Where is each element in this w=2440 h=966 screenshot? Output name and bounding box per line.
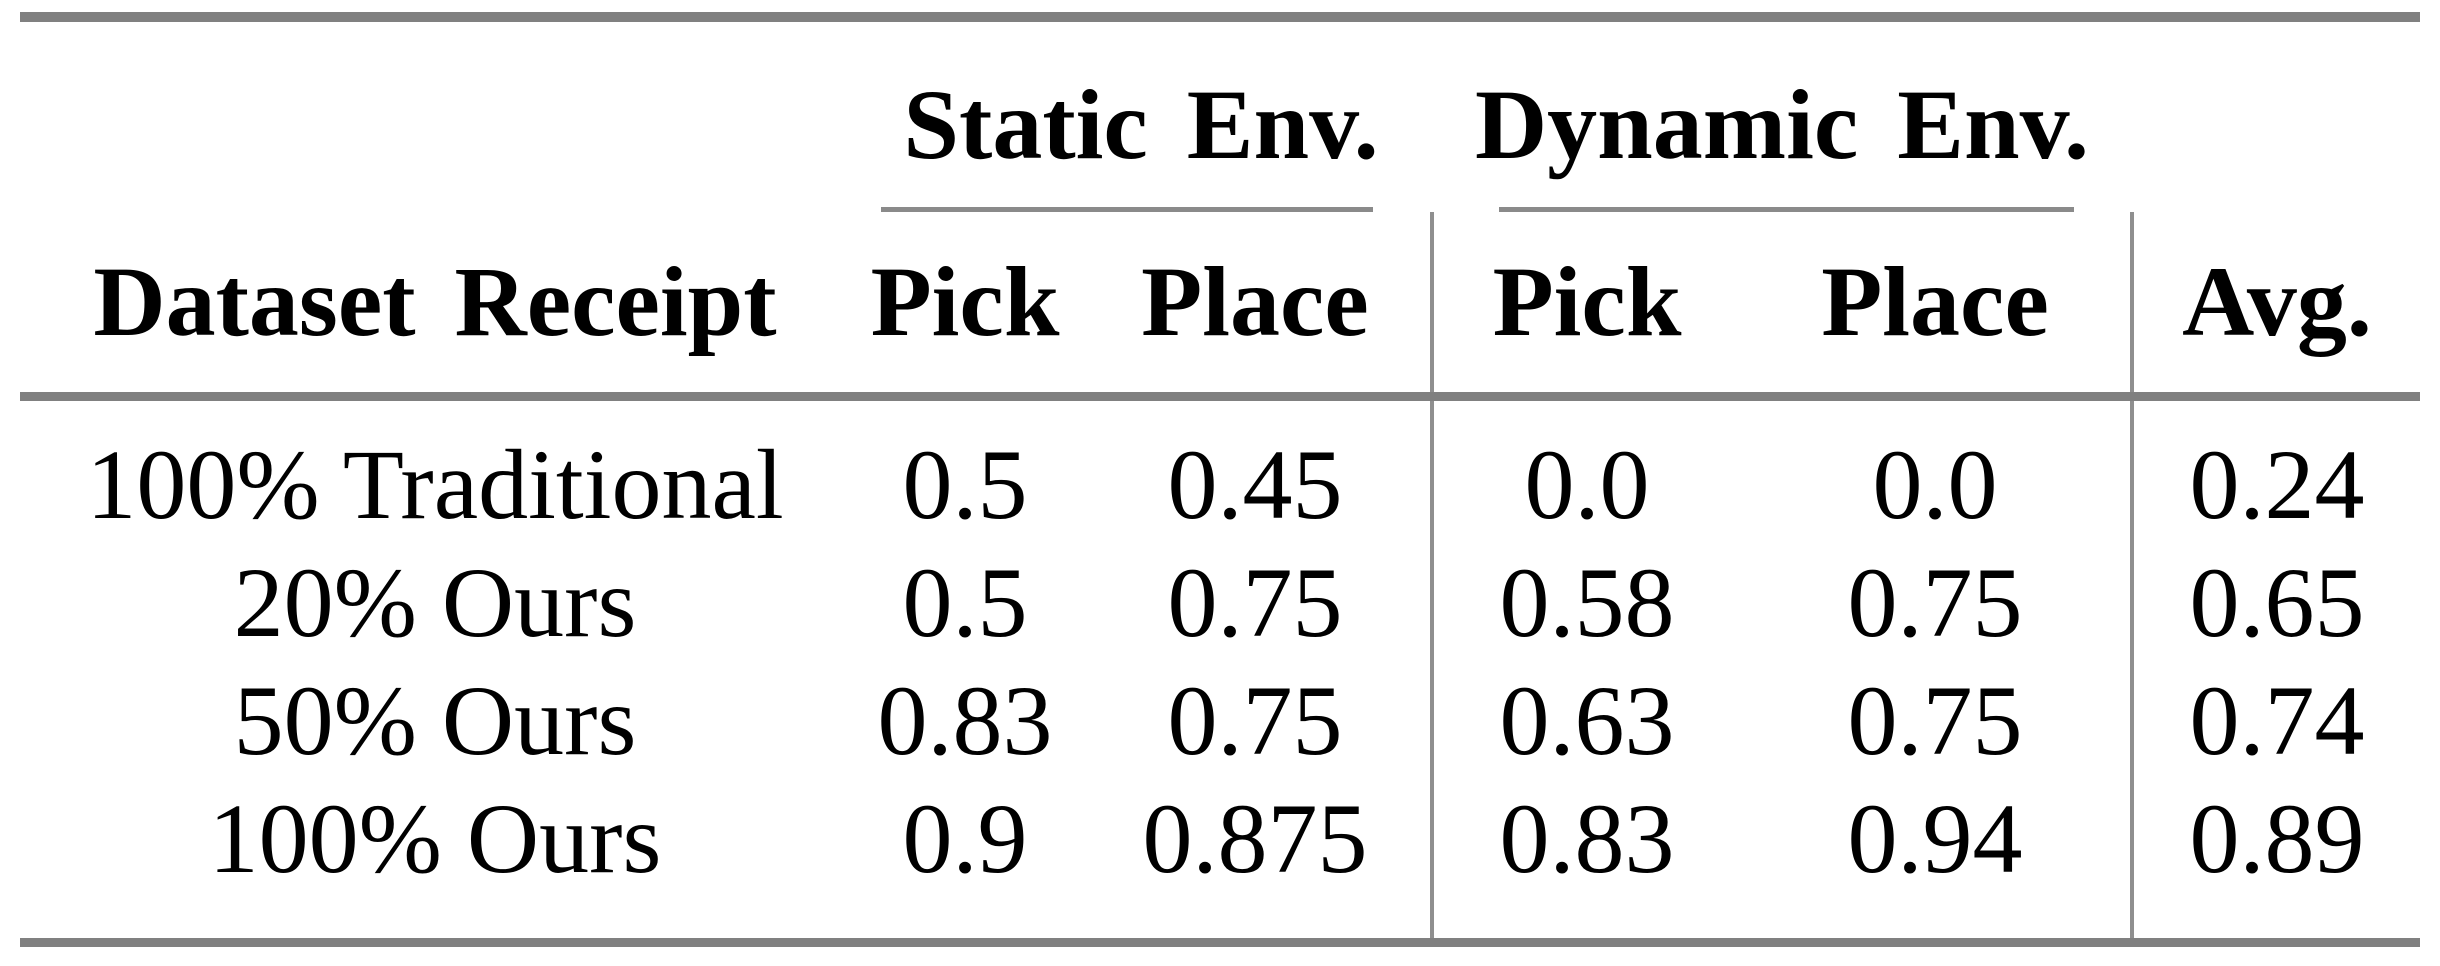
col-header-static-pick: Pick — [870, 246, 1060, 357]
cell-dynamic-place: 0.75 — [1847, 547, 2023, 658]
cell-static-place: 0.45 — [1167, 429, 1343, 540]
cell-static-pick: 0.9 — [902, 783, 1028, 894]
col-header-dynamic-pick: Pick — [1430, 212, 1740, 397]
cell-static-place: 0.875 — [1142, 783, 1368, 894]
row-label: 50% Ours — [233, 665, 637, 776]
row-label: 100% Ours — [208, 783, 662, 894]
results-table: Static Env. Dynamic Env. Dataset Receipt… — [20, 12, 2421, 947]
column-header-row: Dataset Receipt Pick Place Pick Place Av… — [20, 212, 2421, 397]
col-header-avg: Avg. — [2130, 212, 2421, 397]
cell-avg: 0.74 — [2130, 662, 2421, 780]
row-label: 100% Traditional — [86, 429, 784, 540]
cell-avg: 0.24 — [2130, 396, 2421, 544]
cell-dynamic-place: 0.94 — [1847, 783, 2023, 894]
group-header-spacer-right — [2132, 17, 2420, 212]
cell-avg: 0.89 — [2130, 780, 2421, 943]
cell-dynamic-pick: 0.0 — [1430, 396, 1740, 544]
cell-static-place: 0.75 — [1167, 665, 1343, 776]
cell-dynamic-pick: 0.83 — [1430, 780, 1740, 943]
table-row-20-ours: 20% Ours 0.5 0.75 0.58 0.75 0.65 — [20, 544, 2421, 662]
col-header-dynamic-place: Place — [1821, 246, 2049, 357]
cell-dynamic-pick: 0.58 — [1430, 544, 1740, 662]
dynamic-env-underline — [1499, 207, 2075, 212]
cell-dynamic-pick: 0.63 — [1430, 662, 1740, 780]
cell-dynamic-place: 0.0 — [1872, 429, 1998, 540]
group-header-row: Static Env. Dynamic Env. — [20, 17, 2420, 212]
table-row-100-traditional: 100% Traditional 0.5 0.45 0.0 0.0 0.24 — [20, 396, 2421, 544]
dynamic-env-group-header: Dynamic Env. — [1432, 17, 2132, 212]
row-label: 20% Ours — [233, 547, 637, 658]
cell-static-pick: 0.83 — [877, 665, 1053, 776]
group-header-spacer-left — [20, 17, 850, 212]
static-env-label: Static Env. — [903, 69, 1379, 180]
cell-dynamic-place: 0.75 — [1847, 665, 2023, 776]
cell-static-place: 0.75 — [1167, 547, 1343, 658]
static-env-group-header: Static Env. — [850, 17, 1432, 212]
cell-static-pick: 0.5 — [902, 429, 1028, 540]
cell-static-pick: 0.5 — [902, 547, 1028, 658]
col-header-static-place: Place — [1141, 246, 1369, 357]
static-env-underline — [881, 207, 1373, 212]
table-row-50-ours: 50% Ours 0.83 0.75 0.63 0.75 0.74 — [20, 662, 2421, 780]
dynamic-env-label: Dynamic Env. — [1474, 69, 2090, 180]
table-row-100-ours: 100% Ours 0.9 0.875 0.83 0.94 0.89 — [20, 780, 2421, 943]
cell-avg: 0.65 — [2130, 544, 2421, 662]
col-header-dataset-receipt: Dataset Receipt — [93, 246, 777, 357]
